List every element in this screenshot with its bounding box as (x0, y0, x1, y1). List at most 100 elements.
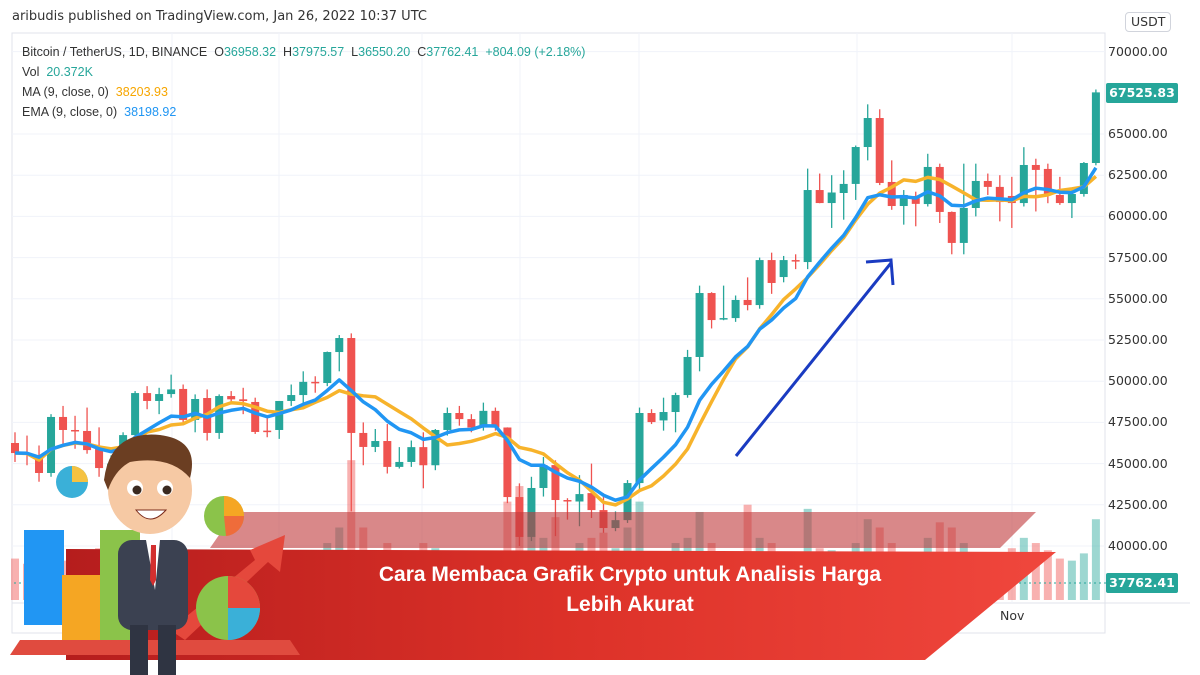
base-graphic (10, 640, 300, 655)
candle (707, 292, 716, 329)
candle (887, 160, 896, 210)
ema-row[interactable]: EMA (9, close, 0) 38198.92 (22, 105, 177, 119)
candle-body (887, 181, 896, 207)
candle-body (935, 166, 944, 212)
candle (1067, 190, 1076, 219)
candle (47, 414, 56, 477)
candle (11, 432, 19, 462)
candle-body (467, 419, 476, 428)
candle-body (383, 441, 392, 467)
high-value: 37975.57 (292, 45, 345, 59)
candle-body (143, 393, 152, 401)
candle (647, 409, 656, 425)
candle (803, 168, 812, 270)
candle-body (1067, 193, 1076, 204)
volume-bar (1067, 560, 1076, 600)
candle (743, 277, 752, 311)
ma-row[interactable]: MA (9, close, 0) 38203.93 (22, 85, 168, 99)
volume-bar (1031, 543, 1040, 600)
candle-body (947, 211, 956, 243)
candle-body (575, 494, 584, 502)
price-tick-label: 60000.00 (1108, 208, 1168, 224)
candle (635, 407, 644, 490)
candle (755, 257, 764, 309)
ma-line (14, 175, 1098, 507)
volume-value: 20.372K (46, 65, 93, 79)
candle (1079, 162, 1088, 197)
mascot-illustration (10, 434, 300, 675)
candle-body (731, 299, 740, 319)
candle-body (227, 396, 236, 400)
candle (959, 163, 968, 255)
candle-body (83, 430, 92, 451)
volume-bar (1055, 558, 1064, 600)
candle (407, 440, 416, 467)
volume-bar (11, 558, 19, 600)
price-tick-label: 47500.00 (1108, 414, 1168, 430)
candle-body (839, 183, 848, 193)
volume-bar (1091, 519, 1100, 600)
candle-body (791, 260, 800, 262)
candle-body (359, 432, 368, 447)
candle-body (311, 381, 320, 384)
candle (287, 384, 296, 406)
candle-body (779, 260, 788, 278)
candle (659, 397, 668, 431)
candle (1091, 89, 1100, 166)
candle (731, 295, 740, 322)
price-tick-label: 55000.00 (1108, 290, 1168, 306)
volume-bar (1043, 550, 1052, 600)
banner-title: Cara Membaca Grafik Crypto untuk Analisi… (378, 563, 882, 616)
title-banner (66, 549, 1056, 660)
candle-body (395, 461, 404, 467)
candle-body (1079, 163, 1088, 194)
candle (875, 109, 884, 186)
candle-body (155, 394, 164, 401)
volume-row[interactable]: Vol 20.372K (22, 65, 93, 79)
candle-body (959, 207, 968, 243)
candle (131, 391, 140, 439)
price-tick-label: 40000.00 (1108, 538, 1168, 553)
candle (167, 374, 176, 398)
price-tick-label: 42500.00 (1108, 496, 1168, 512)
ohlc-row: Bitcoin / TetherUS, 1D, BINANCE O36958.3… (22, 45, 586, 59)
candle (947, 211, 956, 255)
candle-body (239, 399, 248, 401)
candle (671, 392, 680, 433)
ema-line (14, 166, 1098, 502)
candle-body (431, 429, 440, 466)
candle (383, 424, 392, 474)
candle-body (647, 413, 656, 423)
candle-body (419, 447, 428, 466)
candle (95, 427, 104, 477)
candle-body (827, 192, 836, 204)
candle-body (671, 395, 680, 413)
candle-body (803, 190, 812, 263)
candle-body (479, 410, 488, 428)
candle (59, 405, 68, 446)
candle-body (347, 338, 356, 433)
currency-button[interactable]: USDT (1125, 12, 1172, 32)
price-tick-label: 62500.00 (1108, 167, 1168, 183)
close-value: 37762.41 (426, 45, 479, 59)
candle-body (563, 500, 572, 502)
bar-graphic-orange (62, 575, 102, 645)
candle-body (455, 413, 464, 420)
candle-body (1091, 92, 1100, 164)
candle-body (1019, 164, 1028, 204)
candle-body (335, 338, 344, 353)
time-axis-label: Nov (1000, 608, 1025, 623)
candle (863, 104, 872, 161)
candle-body (11, 443, 19, 454)
candle (815, 173, 824, 204)
candle-body (719, 318, 728, 320)
candle-body (323, 352, 332, 384)
trend-arrow (734, 258, 895, 457)
symbol-name[interactable]: Bitcoin / TetherUS, 1D, BINANCE (22, 45, 208, 59)
candle-body (35, 455, 44, 473)
candle-body (491, 410, 500, 428)
candle (395, 447, 404, 469)
candle-body (743, 299, 752, 306)
candle (851, 145, 860, 200)
